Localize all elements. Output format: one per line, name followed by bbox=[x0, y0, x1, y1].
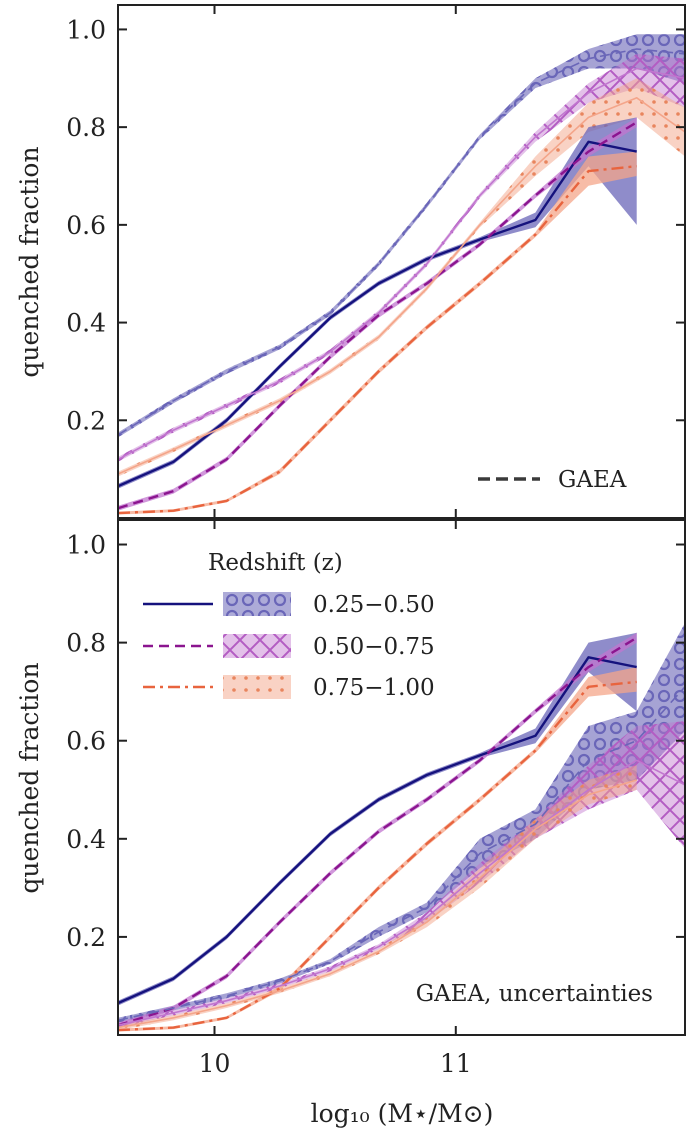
top-ylabel: quenched fraction bbox=[15, 146, 44, 377]
legend-label-1: 0.50−0.75 bbox=[313, 634, 435, 660]
legend-title: Redshift (z) bbox=[208, 550, 343, 576]
bottom-ytick-label-4: 1.0 bbox=[66, 531, 106, 560]
legend-hatch-2 bbox=[223, 675, 291, 699]
top-ytick-label-1: 0.4 bbox=[66, 309, 106, 338]
bottom-series-line-4 bbox=[118, 759, 685, 1026]
bottom-series-line-3 bbox=[118, 686, 685, 1022]
top-ytick-label-0: 0.2 bbox=[66, 406, 106, 435]
legend-label-0: 0.25−0.50 bbox=[313, 592, 435, 618]
top-series-line-4 bbox=[118, 67, 685, 461]
top-band-hatch-5 bbox=[118, 78, 685, 477]
bottom-panel: 0.2 0.4 0.6 0.8 1.0 10 11 bbox=[66, 519, 686, 1078]
top-band-2 bbox=[118, 151, 637, 515]
top-panel: 0.2 0.4 0.6 0.8 1.0 bbox=[66, 4, 686, 519]
gaea-annotation: GAEA bbox=[558, 467, 627, 493]
bottom-xtick-label-1: 11 bbox=[440, 1049, 472, 1078]
bottom-series-line-5 bbox=[118, 779, 637, 1029]
bottom-band-1 bbox=[118, 632, 637, 1028]
legend-hatch-0 bbox=[223, 592, 291, 616]
top-series-line-3 bbox=[118, 48, 685, 436]
legend-hatch-1 bbox=[223, 634, 291, 658]
x-axis-label: log₁₀ (M⋆/M⊙) bbox=[311, 1099, 494, 1128]
bottom-ytick-label-0: 0.2 bbox=[66, 923, 106, 952]
bottom-band-hatch-4 bbox=[118, 721, 685, 1028]
bottom-xtick-label-0: 10 bbox=[199, 1049, 231, 1078]
bottom-ytick-label-1: 0.4 bbox=[66, 825, 106, 854]
bottom-series-line-1 bbox=[118, 636, 638, 1027]
top-series-line-1 bbox=[118, 121, 638, 510]
bottom-ytick-label-3: 0.8 bbox=[66, 629, 106, 658]
legend-label-2: 0.75−1.00 bbox=[313, 675, 435, 701]
bottom-series-line-2 bbox=[118, 680, 637, 1032]
bottom-series-line-0 bbox=[118, 656, 637, 1005]
top-plot-area bbox=[118, 34, 685, 515]
top-ytick-label-2: 0.6 bbox=[66, 211, 106, 240]
gaea-uncertainties-annotation: GAEA, uncertainties bbox=[416, 981, 653, 1007]
top-series-line-2 bbox=[118, 165, 637, 515]
bottom-ytick-label-2: 0.6 bbox=[66, 727, 106, 756]
bottom-plot-area bbox=[118, 623, 685, 1032]
top-frame bbox=[117, 4, 686, 519]
top-band-hatch-3 bbox=[118, 34, 685, 438]
legend: Redshift (z) 0.25−0.50 0.50−0.75 0.75−1.… bbox=[143, 550, 435, 701]
top-ytick-label-3: 0.8 bbox=[66, 113, 106, 142]
top-ytick-label-4: 1.0 bbox=[66, 15, 106, 44]
bottom-frame bbox=[117, 519, 686, 1036]
top-series-line-5 bbox=[118, 97, 685, 475]
bottom-ylabel: quenched fraction bbox=[15, 662, 44, 893]
